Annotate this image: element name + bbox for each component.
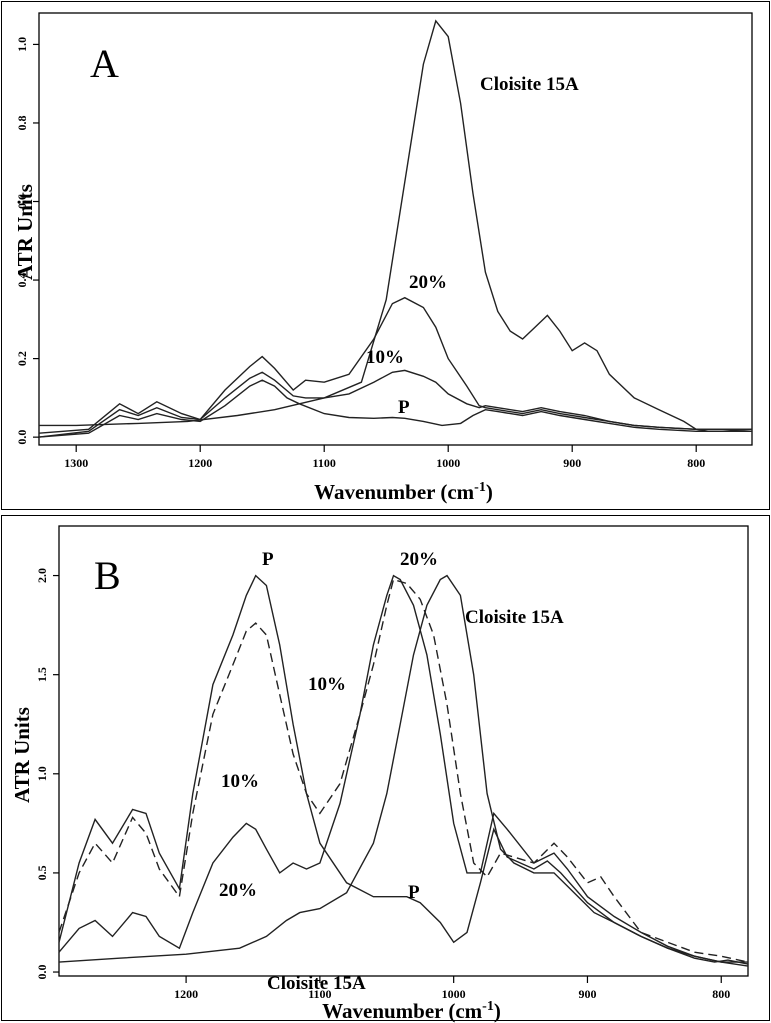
curve-annotation: 10% bbox=[308, 674, 346, 695]
x-tick-label: 800 bbox=[712, 987, 730, 1001]
curve-annotation: 20% bbox=[409, 272, 447, 293]
y-tick-label: 1.0 bbox=[35, 766, 49, 781]
curve-annotation: P bbox=[398, 397, 410, 418]
plot-frame bbox=[38, 12, 753, 446]
curve-annotation: P bbox=[408, 882, 420, 903]
x-tick-label: 1100 bbox=[313, 456, 336, 470]
series-line-cloisite-15a bbox=[58, 574, 749, 965]
x-tick-label: 1000 bbox=[436, 456, 460, 470]
y-tick-label: 0.0 bbox=[15, 430, 29, 445]
curve-annotation: 20% bbox=[400, 549, 438, 570]
y-tick-label: 0.5 bbox=[35, 865, 49, 880]
x-tick-label: 900 bbox=[578, 987, 596, 1001]
y-tick-label: 1.0 bbox=[15, 37, 29, 52]
x-tick-label: 1000 bbox=[442, 987, 466, 1001]
curve-annotation: 20% bbox=[219, 880, 257, 901]
panel-label: B bbox=[94, 553, 121, 598]
series-line-p bbox=[38, 379, 752, 438]
panel-label: A bbox=[90, 41, 119, 86]
x-tick-label: 1200 bbox=[174, 987, 198, 1001]
y-tick-label: 0.8 bbox=[15, 115, 29, 130]
series-line-10- bbox=[58, 578, 749, 963]
y-tick-label: 1.5 bbox=[35, 667, 49, 682]
chart-b-svg: 1200 1100 1000 900 800 0.0 0.5 1.0 1.5 2.0 B P 20% Cl… bbox=[10, 525, 749, 1023]
series-line-p bbox=[58, 574, 749, 967]
plot-frame bbox=[58, 525, 749, 977]
y-tick-label: 2.0 bbox=[35, 568, 49, 583]
curve-annotation: Cloisite 15A bbox=[480, 74, 579, 95]
y-tick-label: 0.6 bbox=[15, 194, 29, 209]
y-axis-title: ATR Units bbox=[10, 707, 34, 803]
curve-annotation: Cloisite 15A bbox=[267, 973, 366, 994]
y-tick-label: 0.2 bbox=[15, 351, 29, 366]
curve-annotation: P bbox=[262, 549, 274, 570]
x-tick-label: 800 bbox=[687, 456, 705, 470]
curve-annotation: Cloisite 15A bbox=[465, 607, 564, 628]
series-line-cloisite-15a bbox=[39, 19, 753, 432]
curve-annotation: 10% bbox=[366, 347, 404, 368]
panel-b: 1200 1100 1000 900 800 0.0 0.5 1.0 1.5 2.0 B P 20% Cl… bbox=[1, 515, 770, 1023]
series-line-20- bbox=[38, 296, 752, 434]
x-tick-label: 1100 bbox=[308, 987, 331, 1001]
x-tick-label: 900 bbox=[563, 456, 581, 470]
x-tick-label: 1300 bbox=[64, 456, 88, 470]
panel-a: 1300 1200 1100 1000 900 800 0.0 0.2 0.4 0.6 0.8 1.0… bbox=[1, 1, 770, 510]
y-tick-label: 0.4 bbox=[15, 273, 29, 288]
curve-annotation: 10% bbox=[221, 771, 259, 792]
y-axis-title: ATR Units bbox=[13, 184, 37, 280]
x-axis-title: Wavenumber (cm-1) bbox=[322, 999, 501, 1023]
y-tick-label: 0.0 bbox=[35, 965, 49, 980]
series-line-10- bbox=[38, 369, 752, 438]
x-tick-label: 1200 bbox=[188, 456, 212, 470]
x-axis-title: Wavenumber (cm-1) bbox=[314, 480, 493, 504]
chart-a-svg: 1300 1200 1100 1000 900 800 0.0 0.2 0.4 0.6 0.8 1.0… bbox=[13, 12, 753, 504]
series-line-20- bbox=[58, 574, 748, 963]
